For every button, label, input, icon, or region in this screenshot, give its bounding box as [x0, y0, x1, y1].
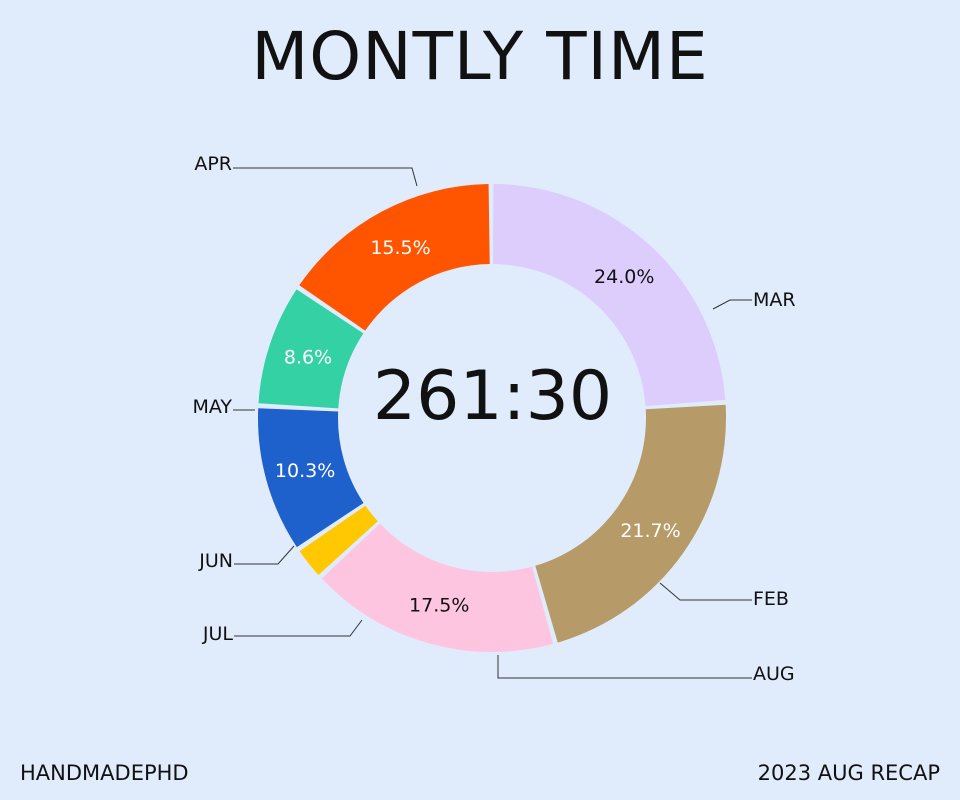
value-label-feb: 15.5%	[370, 237, 430, 259]
value-label-jul: 10.3%	[275, 460, 335, 482]
value-label-mar: 24.0%	[594, 266, 654, 288]
leader-line-mar	[712, 299, 752, 310]
leader-line-feb	[659, 582, 752, 601]
center-total: 261:30	[372, 357, 613, 436]
slice-may	[321, 523, 554, 652]
slice-apr	[535, 404, 726, 643]
chart-title: MONTLY TIME	[251, 18, 709, 95]
footer-recap: 2023 AUG RECAP	[757, 761, 940, 785]
category-label-jul: JUL	[202, 623, 234, 645]
leader-line-jun	[234, 545, 295, 565]
slice-aug	[258, 289, 364, 409]
leader-line-jul	[234, 619, 363, 637]
slice-mar	[492, 184, 726, 407]
value-label-aug: 8.6%	[284, 347, 332, 369]
category-label-may: MAY	[192, 396, 232, 418]
category-label-mar: MAR	[753, 289, 796, 311]
value-label-apr: 21.7%	[620, 520, 680, 542]
category-label-feb: FEB	[753, 588, 789, 610]
slice-jun	[299, 505, 378, 575]
slice-feb	[299, 184, 490, 331]
footer-brand: HANDMADEPHD	[20, 761, 189, 785]
category-label-apr: APR	[194, 153, 232, 175]
leader-line-apr	[233, 167, 418, 187]
leader-line-aug	[497, 655, 752, 679]
slice-jul	[258, 408, 364, 548]
value-label-may: 17.5%	[409, 595, 469, 617]
category-label-jun: JUN	[198, 550, 233, 572]
category-label-aug: AUG	[753, 663, 795, 685]
